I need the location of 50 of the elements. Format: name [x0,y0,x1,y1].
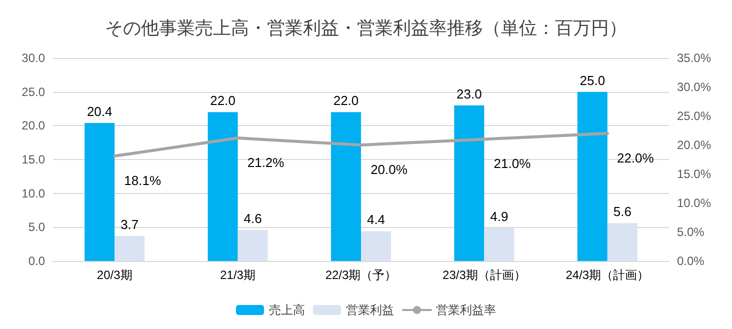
x-tick-label: 20/3期 [96,268,132,282]
y2-tick-label: 20.0% [677,138,712,152]
y-tick-label: 30.0 [22,51,46,65]
x-tick-label: 21/3期 [220,268,256,282]
y2-tick-label: 35.0% [677,51,712,65]
data-label: 4.4 [366,212,386,228]
bar [361,231,391,261]
y-tick-label: 0.0 [28,254,46,268]
data-label: 20.0% [370,162,408,177]
data-label: 18.1% [124,173,162,188]
data-label: 5.6 [613,204,632,220]
data-label: 21.2% [247,155,285,170]
data-label: 22.0% [616,150,654,166]
x-tick-label: 23/3期（計画） [442,268,526,282]
bar [208,112,238,261]
legend-label: 営業利益率 [436,303,496,317]
line-series [113,132,609,158]
data-label: 4.6 [244,210,262,226]
y-tick-label: 5.0 [28,220,46,234]
data-label: 23.0 [456,86,482,102]
x-tick-label: 22/3期（予） [325,268,397,282]
data-label: 3.7 [120,216,139,232]
data-label: 4.9 [490,208,508,224]
chart-title: その他事業売上高・営業利益・営業利益率推移（単位：百万円） [105,18,627,38]
y-tick-label: 10.0 [22,186,46,200]
y2-tick-label: 0.0% [677,254,705,268]
x-tick-label: 24/3期（計画） [566,268,650,282]
y2-tick-label: 10.0% [677,196,712,210]
y-tick-label: 25.0 [22,84,46,99]
bar [114,236,145,261]
bar [454,105,484,261]
y2-tick-label: 30.0% [677,80,712,94]
data-label: 22.0 [333,93,359,108]
y-tick-label: 15.0 [22,152,46,166]
legend-label: 営業利益 [346,303,394,317]
bar [607,223,638,261]
y2-tick-label: 15.0% [677,167,712,181]
data-label: 20.4 [86,104,112,119]
y2-tick-label: 5.0% [677,225,705,239]
bar [238,230,268,261]
bar [577,92,608,261]
y-tick-label: 20.0 [22,118,46,133]
data-label: 22.0 [210,93,236,108]
legend-label: 売上高 [269,303,305,317]
data-label: 25.0 [580,72,606,88]
bar [84,122,115,261]
bar [331,112,361,261]
bar [484,228,514,261]
y2-tick-label: 25.0% [677,109,712,123]
data-label: 21.0% [494,156,532,172]
